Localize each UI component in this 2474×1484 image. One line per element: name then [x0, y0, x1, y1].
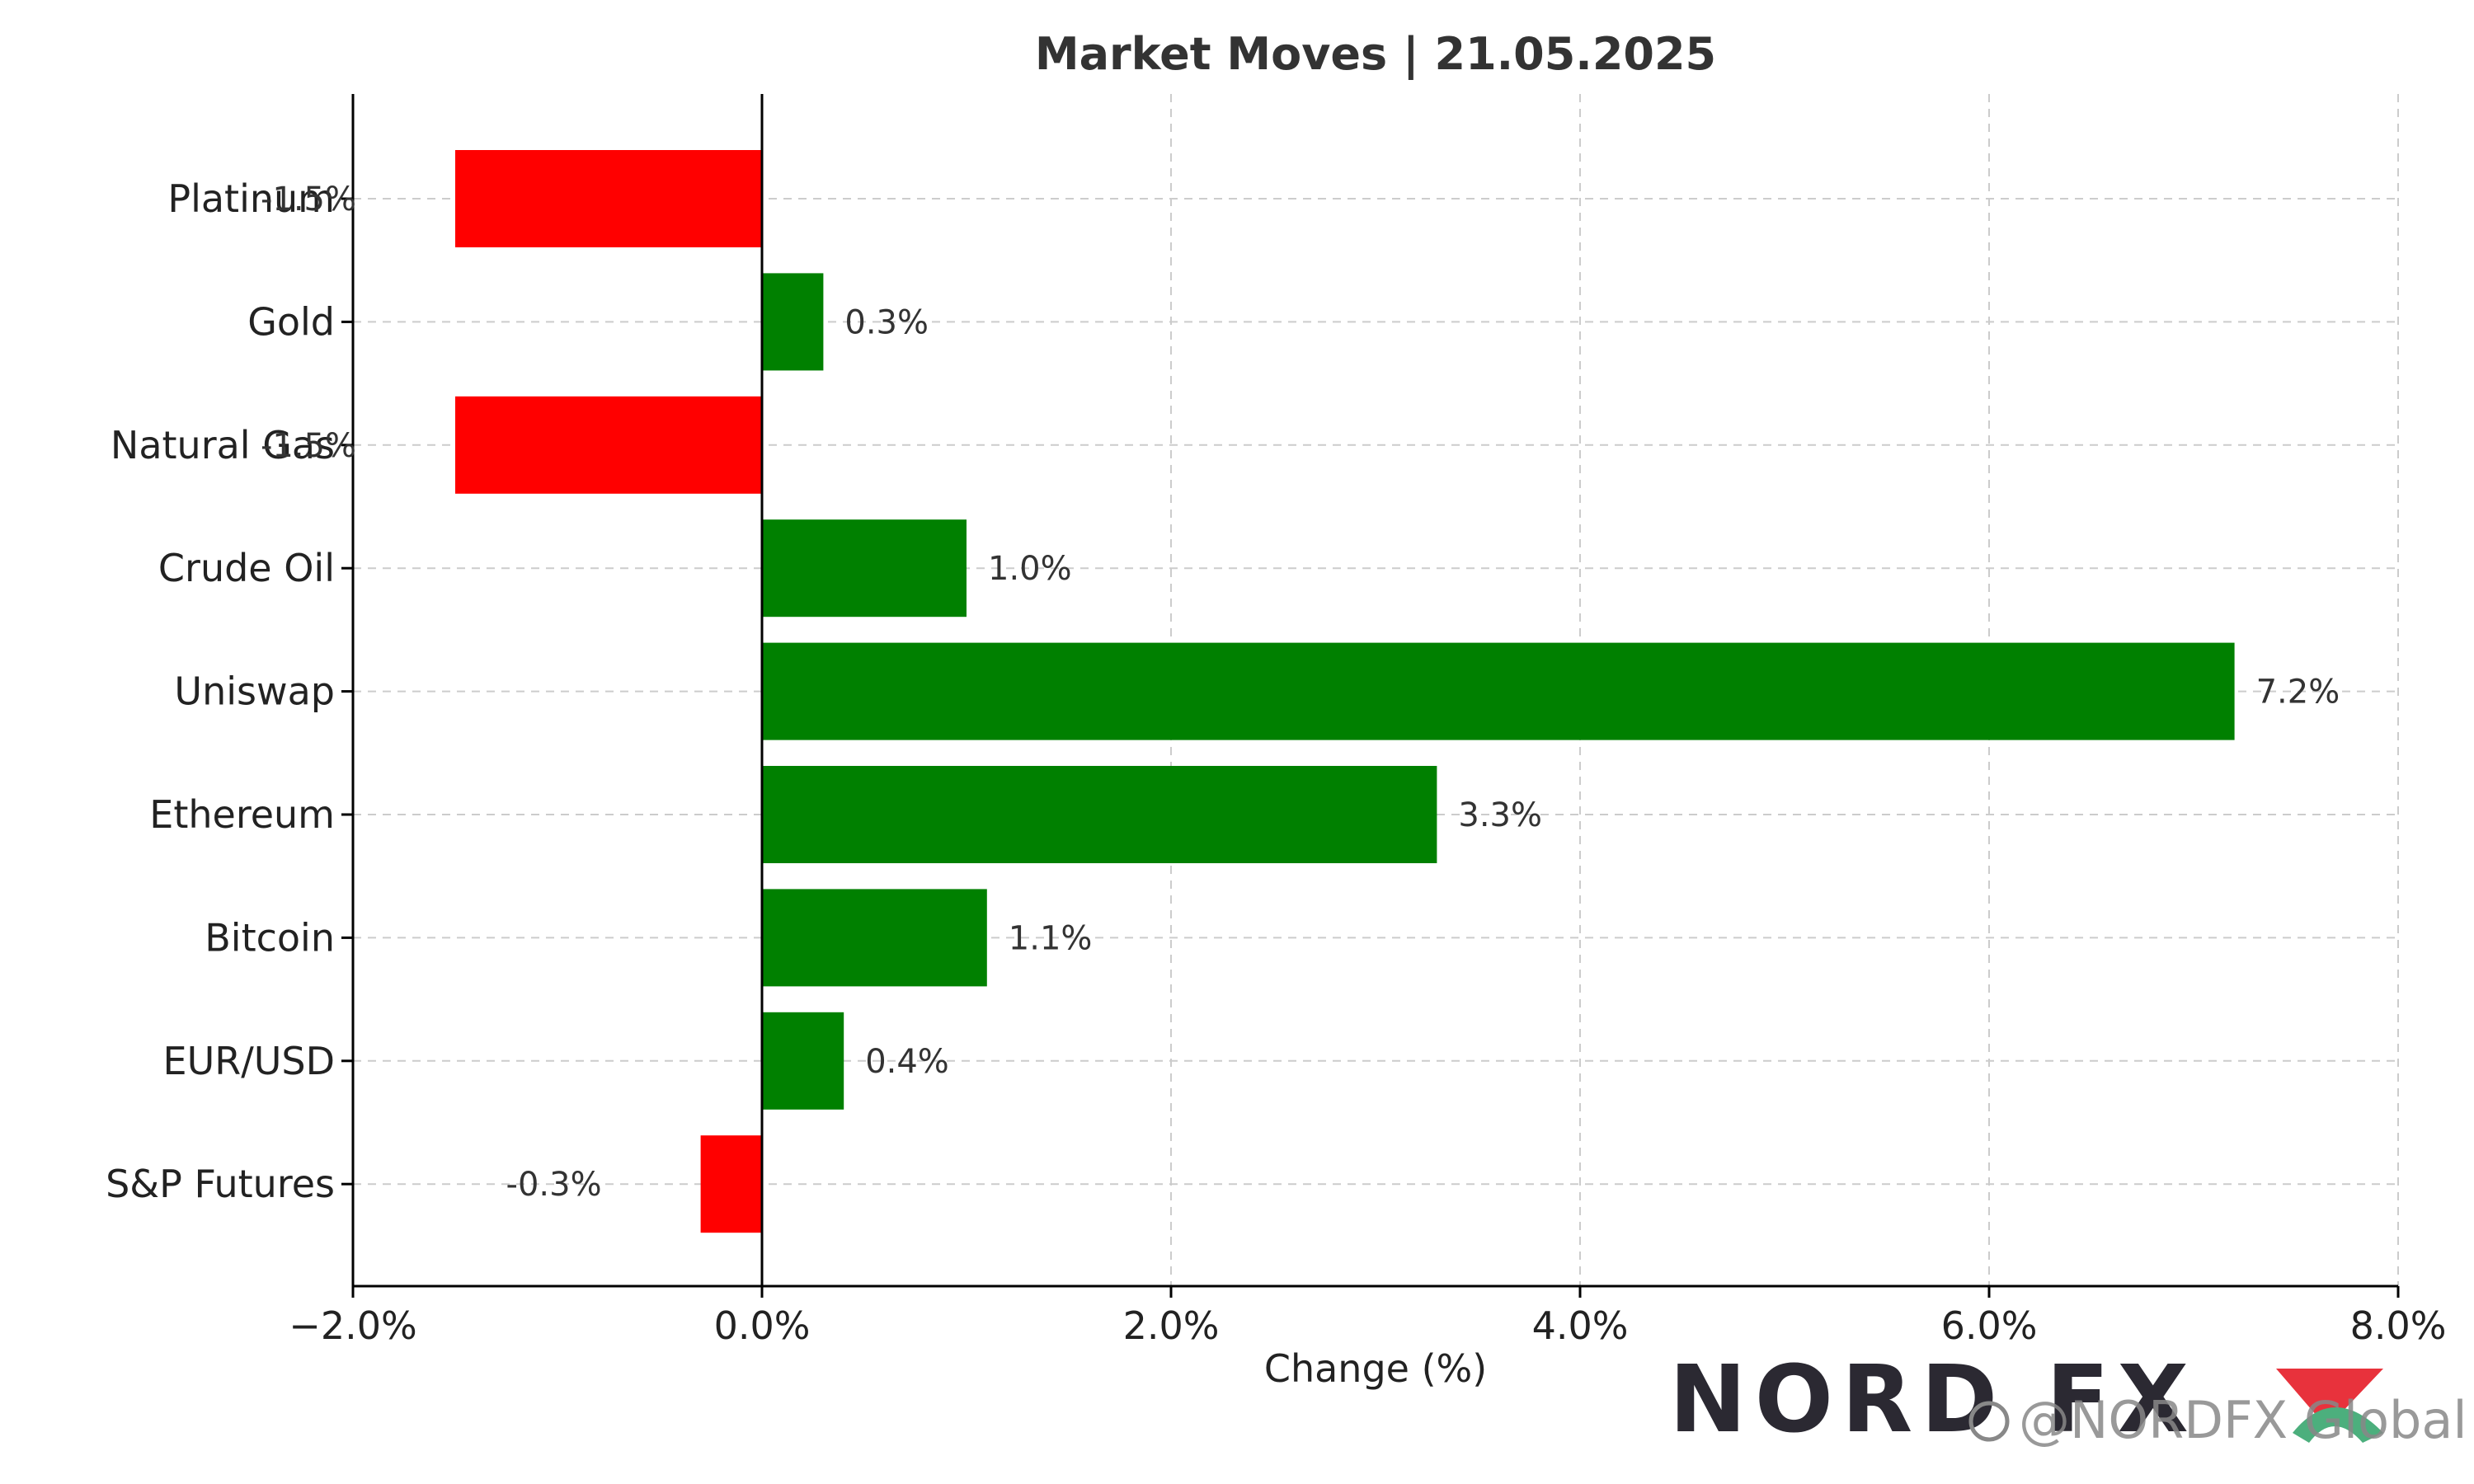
logo-wordmark: NORD FX [1669, 1346, 2197, 1453]
x-tick-label-3: 4.0% [1532, 1303, 1629, 1348]
data-labels: -1.5% 0.3% -1.5% 1.0% 7.2% 3.3% 1.1% 0.4% -0.3% [261, 181, 2340, 1204]
y-tick-label-7: EUR/USD [163, 1039, 335, 1083]
bar-0 [455, 150, 762, 247]
logo-x-green-arm [2293, 1407, 2383, 1443]
watermark: @NORDFX Global [1968, 1390, 2467, 1450]
logo-x-red-arm [2276, 1369, 2383, 1416]
x-tick-label-5: 8.0% [2350, 1303, 2447, 1348]
y-tick-label-0: Platinum [167, 176, 335, 221]
axes [351, 94, 2398, 1288]
bar-8 [700, 1135, 762, 1233]
chart-title: Market Moves | 21.05.2025 [1035, 28, 1716, 80]
x-axis-title: Change (%) [1264, 1346, 1487, 1391]
y-tick-label-8: S&P Futures [106, 1162, 335, 1206]
y-tick-label-4: Uniswap [174, 669, 335, 714]
bar-1 [762, 273, 824, 371]
bar-2 [455, 396, 762, 494]
bar-5 [762, 766, 1437, 863]
y-tick-label-3: Crude Oil [158, 546, 335, 590]
watermark-text: @NORDFX Global [2019, 1390, 2467, 1450]
data-label-5: 3.3% [1458, 796, 1542, 834]
x-tick-label-1: 0.0% [714, 1303, 811, 1348]
data-label-2: -1.5% [261, 427, 356, 465]
x-tick-label-4: 6.0% [1941, 1303, 2038, 1348]
bar-4 [762, 642, 2235, 740]
data-label-6: 1.1% [1009, 919, 1093, 957]
data-label-0: -1.5% [261, 181, 356, 218]
nordfx-logo: NORD FX @NORDFX Global [1669, 1346, 2467, 1453]
data-label-3: 1.0% [988, 550, 1072, 588]
x-tick-label-0: −2.0% [289, 1303, 416, 1348]
bars [455, 150, 2235, 1233]
social-icon [1968, 1401, 2010, 1442]
bar-3 [762, 519, 967, 618]
bar-7 [762, 1012, 844, 1110]
bar-6 [762, 889, 987, 987]
logo-x-icon [2276, 1369, 2383, 1443]
y-tick-label-5: Ethereum [149, 792, 335, 837]
y-tick-label-1: Gold [247, 299, 335, 344]
x-tick-label-2: 2.0% [1123, 1303, 1220, 1348]
data-label-8: -0.3% [506, 1166, 602, 1204]
y-tick-label-2: Natural Gas [111, 423, 335, 467]
data-label-4: 7.2% [2256, 674, 2340, 711]
data-label-7: 0.4% [865, 1043, 949, 1081]
data-label-1: 0.3% [844, 303, 929, 341]
tick-labels: −2.0% 0.0% 2.0% 4.0% 6.0% 8.0% Platinum Gold Nat… [106, 176, 2446, 1348]
y-tick-label-6: Bitcoin [205, 915, 335, 960]
